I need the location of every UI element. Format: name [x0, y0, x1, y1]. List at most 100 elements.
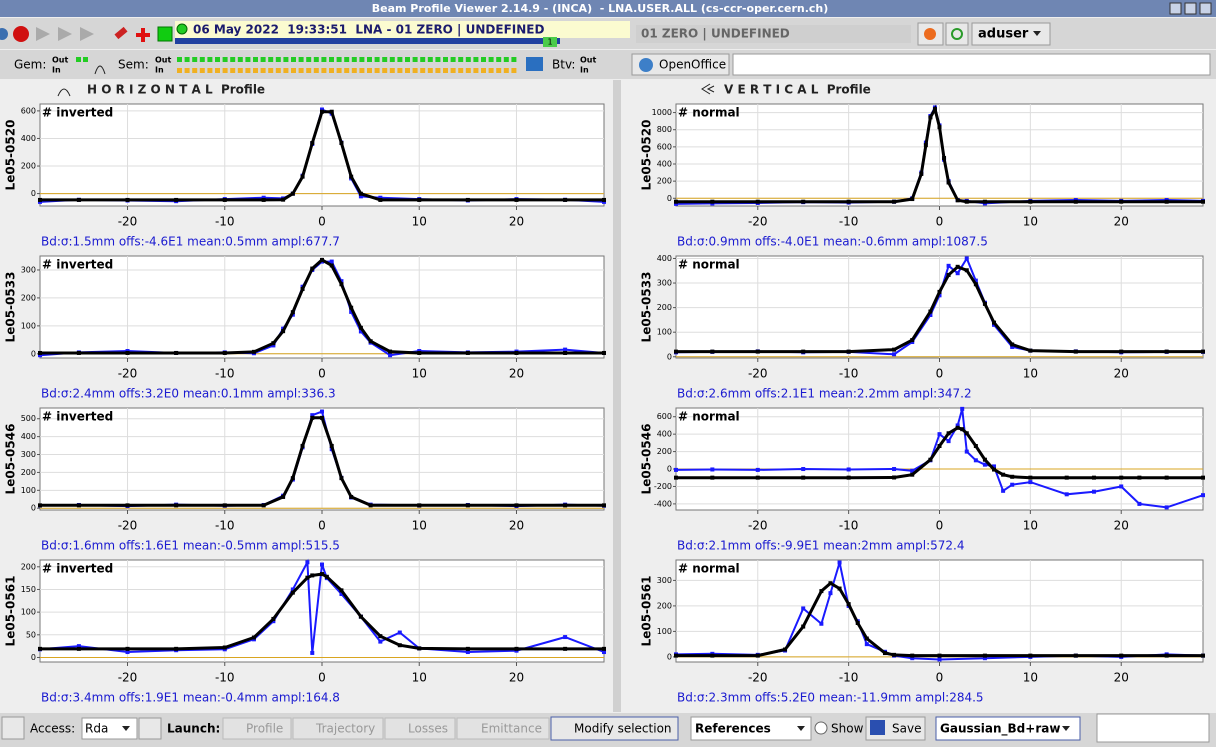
step-button[interactable]	[58, 27, 72, 41]
minimize-button[interactable]	[1169, 2, 1182, 15]
button-label: Losses	[408, 722, 448, 736]
y-tick-label: 0	[667, 194, 672, 203]
close-button[interactable]	[1199, 2, 1212, 15]
point-marker	[514, 197, 519, 202]
sem-led	[473, 68, 479, 73]
sem-led	[321, 68, 327, 73]
sem-led	[283, 68, 289, 73]
profile-button[interactable]	[222, 717, 292, 740]
stop-button[interactable]	[13, 26, 29, 42]
sem-led	[222, 68, 228, 73]
show-radio[interactable]	[814, 721, 828, 735]
gem-label: Gem:	[14, 58, 46, 72]
point-marker	[928, 457, 933, 462]
point-marker	[1010, 482, 1015, 487]
trajectory-button[interactable]	[292, 717, 384, 740]
user-dropdown[interactable]	[971, 22, 1051, 46]
openoffice-button[interactable]	[631, 53, 730, 76]
eraser-button[interactable]	[114, 26, 128, 40]
fit-select[interactable]	[935, 716, 1081, 741]
point-marker	[755, 467, 760, 472]
reload-icon[interactable]	[0, 28, 8, 40]
point-marker	[1010, 342, 1015, 347]
point-marker	[310, 141, 315, 146]
text-field[interactable]	[1096, 713, 1210, 743]
point-marker	[1028, 475, 1033, 480]
references-select[interactable]	[690, 716, 812, 741]
sem-led	[298, 57, 304, 62]
sem-led	[313, 57, 319, 62]
ruler-button[interactable]	[138, 717, 162, 740]
sem-led	[245, 68, 251, 73]
point-marker	[602, 650, 606, 655]
access-select[interactable]	[81, 717, 138, 740]
x-tick-label: 20	[509, 215, 524, 229]
text-field[interactable]	[732, 53, 1211, 76]
show-label: Show	[831, 722, 864, 736]
point-marker	[674, 653, 678, 658]
sem-led	[237, 68, 243, 73]
x-tick-label: -10	[215, 519, 235, 533]
y-tick-label: 0	[31, 504, 36, 513]
add-button[interactable]	[136, 28, 150, 42]
forward-button[interactable]	[80, 27, 94, 41]
sem-led	[412, 68, 418, 73]
gem-out: Out	[52, 56, 68, 65]
x-tick-label: 0	[318, 671, 326, 685]
point-marker	[846, 349, 851, 354]
point-marker	[955, 198, 960, 203]
gem-led	[76, 57, 81, 62]
y-tick-label: 300	[21, 265, 36, 274]
fit-summary: Bd:σ:2.3mm offs:5.2E0 mean:-11.9mm ampl:…	[677, 691, 984, 705]
sem-led	[488, 57, 494, 62]
sem-led	[222, 57, 228, 62]
losses-button[interactable]	[384, 717, 456, 740]
point-marker	[1073, 349, 1078, 354]
point-marker	[910, 338, 915, 343]
sem-led	[496, 57, 502, 62]
point-marker	[310, 650, 315, 655]
x-tick-label: 20	[1114, 519, 1129, 533]
point-marker	[349, 305, 354, 310]
tag: # inverted	[42, 410, 113, 424]
modify-button[interactable]	[550, 716, 679, 741]
point-marker	[942, 156, 947, 160]
sem-led	[405, 68, 410, 73]
refresh-button[interactable]	[945, 22, 969, 46]
point-marker	[964, 256, 969, 261]
point-marker	[514, 503, 519, 508]
x-tick-label: -10	[839, 215, 859, 229]
point-marker	[837, 560, 842, 565]
point-marker	[1010, 344, 1015, 349]
x-tick-label: -20	[118, 215, 138, 229]
badge-text: 1	[547, 38, 552, 47]
point-marker	[1073, 199, 1078, 204]
point-marker	[864, 642, 869, 647]
point-marker	[982, 653, 987, 658]
sem-led	[359, 68, 365, 73]
point-marker	[76, 644, 81, 649]
sem-led	[237, 57, 243, 62]
point-marker	[417, 350, 422, 355]
point-marker	[251, 635, 256, 640]
tools-button[interactable]	[1, 716, 25, 740]
point-marker	[339, 141, 344, 146]
sem-led	[177, 57, 182, 62]
play-button[interactable]	[36, 27, 50, 41]
point-marker	[937, 444, 942, 449]
maximize-button[interactable]	[1184, 2, 1197, 15]
button-label: Modify selection	[574, 722, 672, 736]
point-marker	[310, 266, 315, 271]
y-tick-label: 0	[667, 352, 672, 361]
point-marker	[801, 199, 806, 204]
point-marker	[992, 467, 997, 472]
sem-led	[374, 57, 380, 62]
x-tick-label: 20	[509, 519, 524, 533]
y-tick-label: 0	[31, 653, 36, 662]
point-marker	[339, 592, 344, 596]
y-tick-label: -200	[654, 482, 672, 491]
emittance-button[interactable]	[456, 717, 550, 740]
point-marker	[300, 286, 305, 291]
point-marker	[960, 427, 965, 432]
